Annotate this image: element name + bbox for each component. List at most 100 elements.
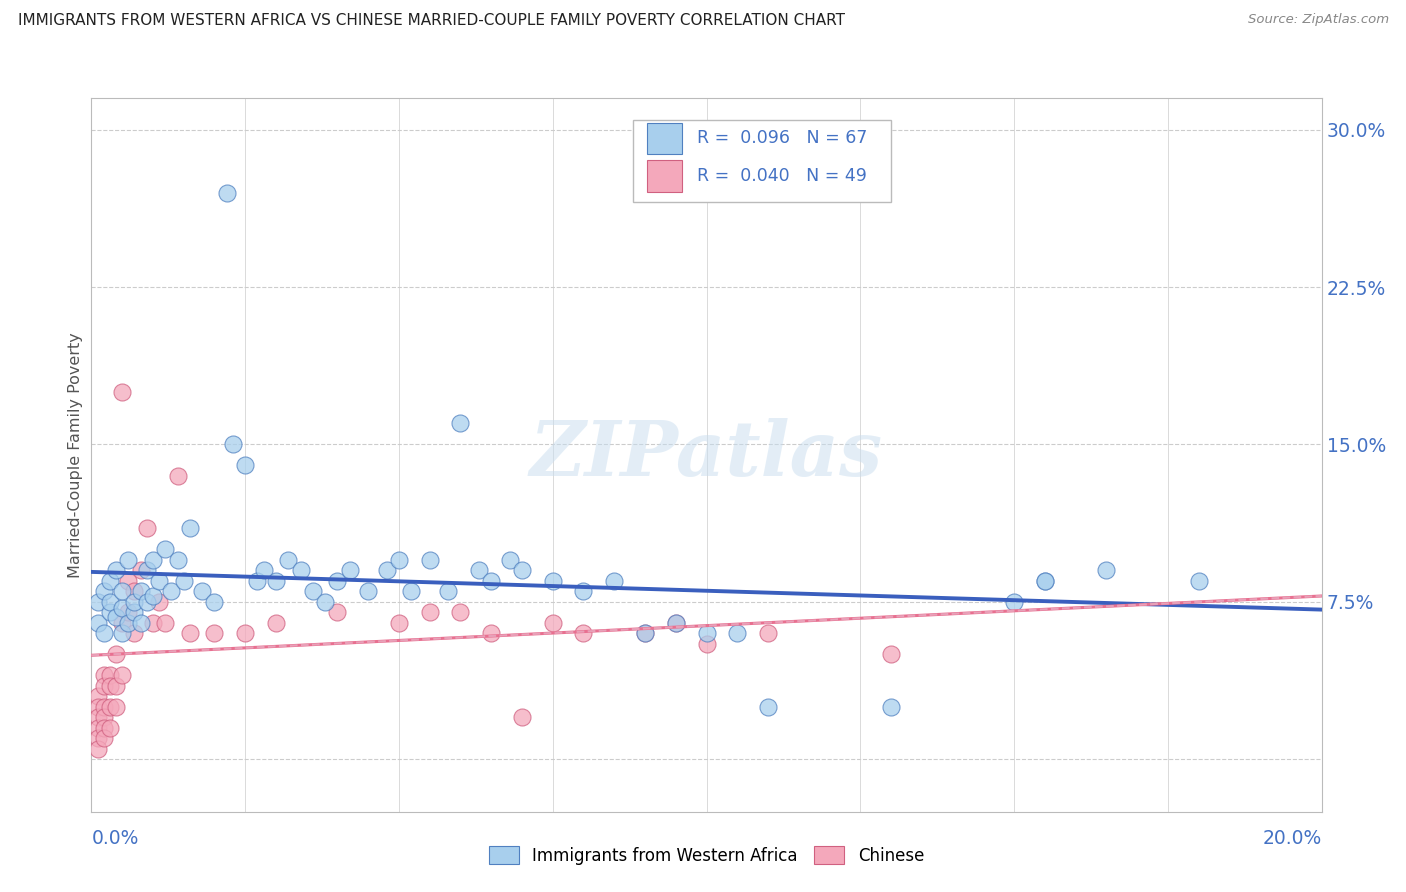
Point: [166, 553, 188, 567]
FancyBboxPatch shape: [647, 122, 682, 154]
Point: [479, 626, 502, 640]
Point: [541, 574, 564, 588]
Point: [124, 605, 146, 619]
Y-axis label: Married-Couple Family Poverty: Married-Couple Family Poverty: [67, 332, 83, 578]
Point: [98, 679, 121, 693]
Point: [98, 574, 121, 588]
Point: [117, 605, 139, 619]
Point: [419, 605, 441, 619]
Point: [93, 699, 115, 714]
Point: [498, 553, 520, 567]
Point: [86, 699, 108, 714]
Point: [129, 615, 152, 630]
Point: [572, 626, 595, 640]
Point: [153, 615, 177, 630]
Point: [135, 521, 157, 535]
Point: [86, 731, 108, 746]
Point: [880, 699, 903, 714]
Point: [148, 595, 170, 609]
Point: [135, 595, 157, 609]
Point: [111, 615, 134, 630]
Point: [253, 563, 276, 577]
Text: R =  0.040   N = 49: R = 0.040 N = 49: [696, 167, 866, 185]
Text: IMMIGRANTS FROM WESTERN AFRICA VS CHINESE MARRIED-COUPLE FAMILY POVERTY CORRELAT: IMMIGRANTS FROM WESTERN AFRICA VS CHINES…: [18, 13, 845, 29]
Point: [153, 542, 177, 557]
Text: R =  0.096   N = 67: R = 0.096 N = 67: [696, 129, 868, 147]
Point: [437, 584, 460, 599]
Point: [215, 186, 238, 200]
Point: [86, 690, 108, 704]
Point: [756, 626, 779, 640]
Point: [264, 574, 287, 588]
Point: [86, 741, 108, 756]
Legend: Immigrants from Western Africa, Chinese: Immigrants from Western Africa, Chinese: [482, 839, 931, 871]
Point: [111, 626, 134, 640]
Point: [86, 710, 108, 724]
FancyBboxPatch shape: [647, 161, 682, 192]
Point: [93, 710, 115, 724]
Point: [233, 626, 256, 640]
Point: [111, 601, 134, 615]
Point: [375, 563, 398, 577]
Point: [290, 563, 312, 577]
Point: [98, 668, 121, 682]
Text: Source: ZipAtlas.com: Source: ZipAtlas.com: [1249, 13, 1389, 27]
Point: [173, 574, 195, 588]
Point: [148, 574, 170, 588]
Point: [1033, 574, 1056, 588]
Point: [1002, 595, 1025, 609]
Point: [129, 563, 152, 577]
Point: [326, 605, 349, 619]
Point: [124, 595, 146, 609]
Point: [277, 553, 299, 567]
Point: [191, 584, 214, 599]
Point: [388, 615, 411, 630]
Point: [264, 615, 287, 630]
Point: [142, 615, 165, 630]
Point: [105, 648, 127, 662]
Point: [449, 417, 471, 431]
Point: [105, 679, 127, 693]
Point: [142, 589, 165, 603]
Point: [142, 553, 165, 567]
Point: [756, 699, 779, 714]
Point: [98, 605, 121, 619]
Point: [233, 458, 256, 473]
Point: [98, 595, 121, 609]
Point: [603, 574, 626, 588]
Point: [135, 563, 157, 577]
Point: [880, 648, 903, 662]
Point: [98, 699, 121, 714]
Point: [449, 605, 471, 619]
Point: [111, 668, 134, 682]
Point: [86, 615, 108, 630]
Point: [665, 615, 688, 630]
Point: [399, 584, 422, 599]
Point: [105, 699, 127, 714]
Point: [468, 563, 491, 577]
Text: 0.0%: 0.0%: [91, 829, 139, 847]
Point: [388, 553, 411, 567]
Text: ZIPatlas: ZIPatlas: [530, 418, 883, 491]
Point: [93, 626, 115, 640]
Point: [326, 574, 349, 588]
Point: [86, 721, 108, 735]
FancyBboxPatch shape: [633, 120, 891, 202]
Point: [124, 584, 146, 599]
Point: [665, 615, 688, 630]
Point: [1187, 574, 1209, 588]
Text: 20.0%: 20.0%: [1263, 829, 1322, 847]
Point: [202, 595, 225, 609]
Point: [160, 584, 183, 599]
Point: [202, 626, 225, 640]
Point: [301, 584, 323, 599]
Point: [111, 584, 134, 599]
Point: [357, 584, 380, 599]
Point: [105, 609, 127, 624]
Point: [93, 679, 115, 693]
Point: [117, 553, 139, 567]
Point: [124, 626, 146, 640]
Point: [222, 437, 245, 451]
Point: [93, 668, 115, 682]
Point: [725, 626, 748, 640]
